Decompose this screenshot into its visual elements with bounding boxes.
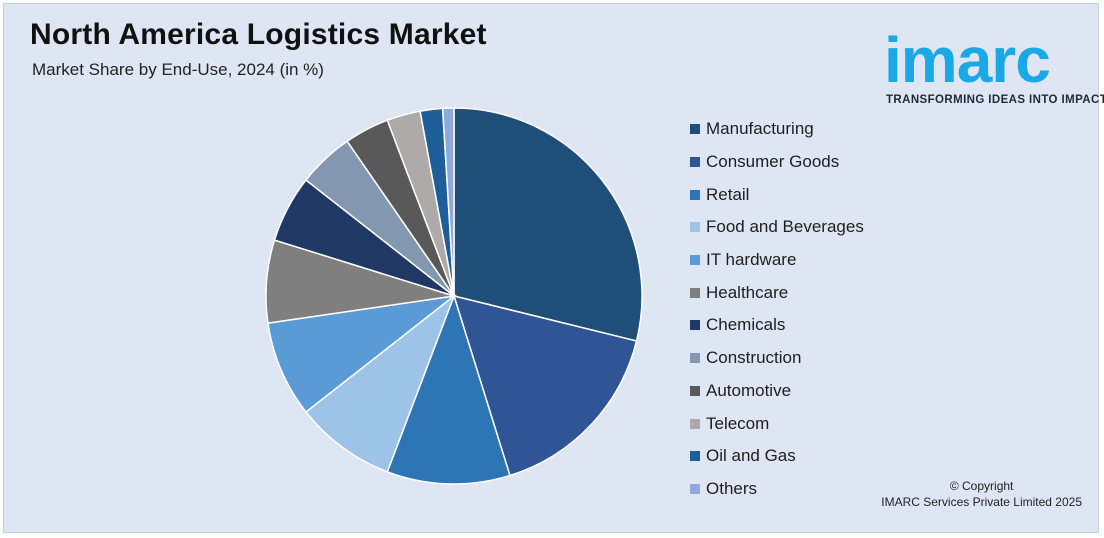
copyright-notice: © Copyright IMARC Services Private Limit…: [881, 478, 1082, 510]
legend-label: Manufacturing: [706, 119, 814, 139]
legend-swatch: [690, 451, 700, 462]
legend-label: Healthcare: [706, 282, 789, 302]
pie-slice-it-hardware: [267, 294, 457, 413]
logo-wordmark: imarc: [884, 24, 1051, 96]
logo-tagline: TRANSFORMING IDEAS INTO IMPACT: [886, 94, 1104, 106]
pie-chart: [265, 107, 643, 485]
copyright-owner: IMARC Services Private Limited 2025: [881, 495, 1082, 509]
chart-title: North America Logistics Market: [30, 18, 487, 51]
chart-legend: Manufacturing Consumer Goods Retail Food an…: [690, 113, 864, 505]
copyright-line: © Copyright: [949, 479, 1014, 493]
legend-swatch: [690, 353, 700, 364]
legend-item: Food and Beverages: [690, 211, 864, 244]
legend-label: Retail: [706, 184, 750, 204]
legend-label: Chemicals: [706, 315, 786, 335]
legend-label: Telecom: [706, 413, 770, 433]
legend-item: IT hardware: [690, 244, 864, 277]
legend-item: Consumer Goods: [690, 146, 864, 179]
legend-item: Healthcare: [690, 276, 864, 309]
legend-swatch: [690, 483, 700, 494]
legend-swatch: [690, 320, 700, 331]
legend-item: Telecom: [690, 407, 864, 440]
chart-frame: North America Logistics Market Market Sh…: [3, 3, 1104, 533]
legend-label: IT hardware: [706, 250, 797, 270]
legend-item: Oil and Gas: [690, 440, 864, 473]
legend-label: Consumer Goods: [706, 152, 840, 172]
imarc-logo: imarc TRANSFORMING IDEAS INTO IMPACT: [874, 14, 1104, 110]
legend-item: Construction: [690, 342, 864, 375]
legend-item: Retail: [690, 178, 864, 211]
legend-swatch: [690, 189, 700, 200]
legend-item: Chemicals: [690, 309, 864, 342]
legend-swatch: [690, 255, 700, 266]
pie-slice-consumer-goods: [452, 294, 638, 477]
legend-swatch: [690, 287, 700, 298]
legend-swatch: [690, 157, 700, 168]
legend-label: Automotive: [706, 380, 792, 400]
pie-slice-manufacturing: [453, 107, 643, 342]
legend-item: Others: [690, 473, 864, 506]
legend-label: Oil and Gas: [706, 446, 796, 466]
legend-swatch: [690, 222, 700, 233]
pie-slice-retail: [386, 293, 511, 485]
legend-item: Manufacturing: [690, 113, 864, 146]
legend-label: Food and Beverages: [706, 217, 864, 237]
legend-label: Construction: [706, 348, 802, 368]
pie-slice-food-and-beverages: [304, 293, 456, 473]
legend-swatch: [690, 385, 700, 396]
legend-label: Others: [706, 478, 758, 498]
legend-swatch: [690, 124, 700, 135]
legend-swatch: [690, 418, 700, 429]
pie-slice-others: [441, 107, 455, 297]
legend-item: Automotive: [690, 375, 864, 408]
chart-subtitle: Market Share by End-Use, 2024 (in %): [32, 60, 324, 79]
